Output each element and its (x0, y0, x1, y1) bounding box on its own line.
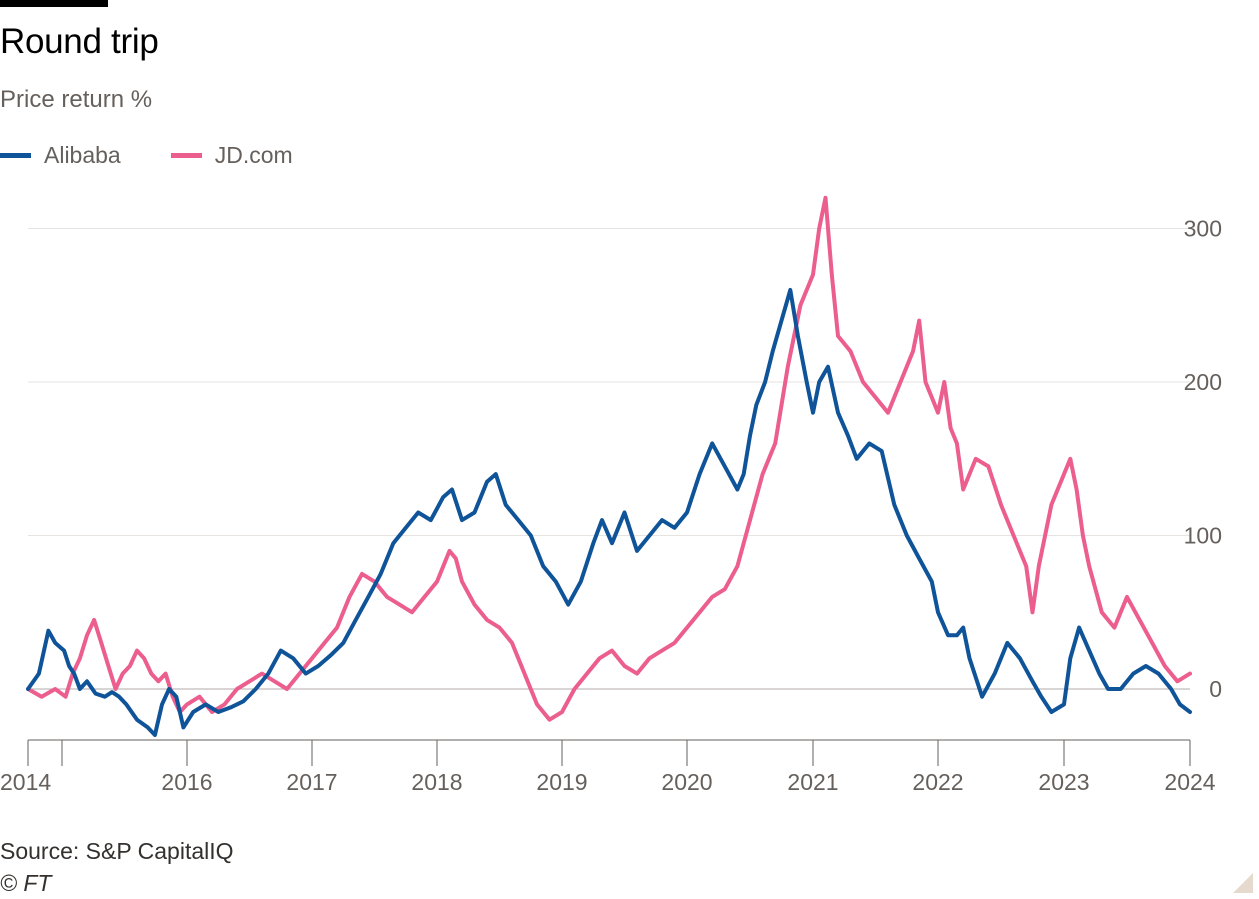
corner-fold (1233, 873, 1253, 893)
y-tick-label-0: 0 (1209, 676, 1222, 702)
x-tick-label-2019: 2019 (536, 769, 587, 795)
x-tick-label-2022: 2022 (912, 769, 963, 795)
x-tick-label-2017: 2017 (286, 769, 337, 795)
x-tick-label-2023: 2023 (1038, 769, 1089, 795)
legend-item-alibaba: Alibaba (0, 142, 121, 169)
legend: Alibaba JD.com (0, 141, 343, 169)
series-line-alibaba (26, 287, 1192, 737)
legend-label-jd: JD.com (214, 141, 293, 168)
x-tick-label-2016: 2016 (161, 769, 212, 795)
legend-item-jd: JD.com (170, 141, 293, 169)
source-note: Source: S&P CapitalIQ (0, 838, 234, 864)
x-tick-label-2021: 2021 (787, 769, 838, 795)
line-chart: 0 100 200 300 2014 2016 2017 2018 2019 2020 2021 20… (0, 195, 1222, 795)
ft-accent-bar (0, 0, 108, 7)
copyright: © FT (0, 870, 52, 896)
y-tick-label-200: 200 (1184, 369, 1222, 395)
x-tick-label-2014: 2014 (0, 769, 51, 795)
x-tick-label-2024: 2024 (1164, 769, 1215, 795)
legend-swatch-jd (170, 152, 202, 158)
series-line-jdcom (26, 195, 1192, 722)
legend-label-alibaba: Alibaba (44, 141, 121, 168)
chart-subtitle: Price return % (0, 86, 153, 113)
y-tick-label-300: 300 (1184, 216, 1222, 242)
x-tick-label-2020: 2020 (661, 769, 712, 795)
x-tick-label-2018: 2018 (411, 769, 462, 795)
legend-swatch-alibaba (0, 152, 31, 158)
chart-title: Round trip (0, 22, 159, 61)
y-tick-label-100: 100 (1184, 523, 1222, 549)
